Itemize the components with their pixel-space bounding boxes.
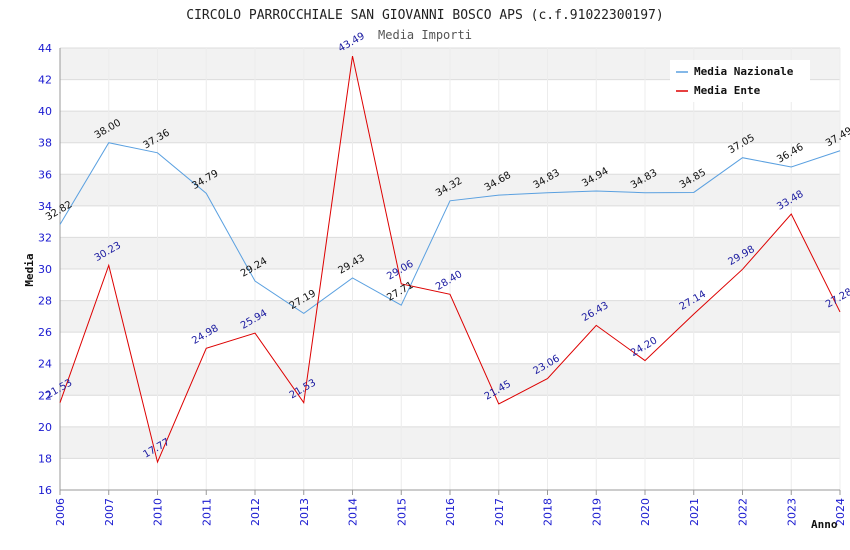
y-tick-label: 22 [38,389,52,402]
y-tick-label: 20 [38,421,52,434]
chart-subtitle: Media Importi [378,28,472,42]
y-axis-label: Media [23,253,36,286]
y-tick-label: 34 [38,200,52,213]
y-tick-label: 44 [38,42,52,55]
x-tick-label: 2010 [152,498,165,526]
series-line-nazionale [59,142,841,314]
y-tick-label: 38 [38,137,52,150]
x-tick-label: 2011 [200,498,213,526]
y-axis-ticks: 16 18 20 22 24 26 28 30 32 34 36 38 40 42 44 [38,42,52,497]
legend-label-nazionale: Media Nazionale [694,65,794,78]
x-tick-label: 2019 [590,498,603,526]
y-tick-label: 24 [38,358,52,371]
y-tick-label: 30 [38,263,52,276]
x-tick-label: 2015 [395,498,408,526]
x-tick-label: 2017 [493,498,506,526]
x-tick-label: 2018 [542,498,555,526]
data-label-nazionale: 36.46 [775,142,805,166]
data-label-ente: 24.20 [629,335,659,359]
series-line-ente [59,55,841,464]
x-axis-label: Anno [811,518,838,531]
x-tick-label: 2012 [249,498,262,526]
x-axis-ticks: 2006 2007 2010 2011 2012 2013 2014 2015 2016 2017… [54,498,847,526]
x-tick-label: 2014 [347,498,360,526]
chart-title: CIRCOLO PARROCCHIALE SAN GIOVANNI BOSCO … [186,8,663,23]
data-label-ente: 21.53 [44,377,74,401]
x-tick-label: 2013 [298,498,311,526]
legend-box [670,60,810,102]
y-tick-label: 28 [38,295,52,308]
y-tick-label: 16 [38,484,52,497]
x-tick-label: 2016 [444,498,457,526]
y-tick-label: 40 [38,105,52,118]
y-tick-label: 26 [38,326,52,339]
x-tick-label: 2024 [834,498,847,526]
axes [59,48,841,495]
legend-label-ente: Media Ente [694,84,761,97]
y-tick-label: 32 [38,231,52,244]
data-label-ente: 28.40 [434,269,464,293]
y-tick-label: 36 [38,168,52,181]
x-tick-label: 2021 [688,498,701,526]
x-tick-label: 2023 [785,498,798,526]
x-tick-label: 2007 [103,498,116,526]
x-tick-label: 2006 [54,498,67,526]
x-tick-label: 2022 [737,498,750,526]
legend: Media Nazionale Media Ente [670,60,810,102]
series-lines [59,55,841,464]
y-tick-label: 18 [38,452,52,465]
y-tick-label: 42 [38,74,52,87]
x-tick-label: 2020 [639,498,652,526]
